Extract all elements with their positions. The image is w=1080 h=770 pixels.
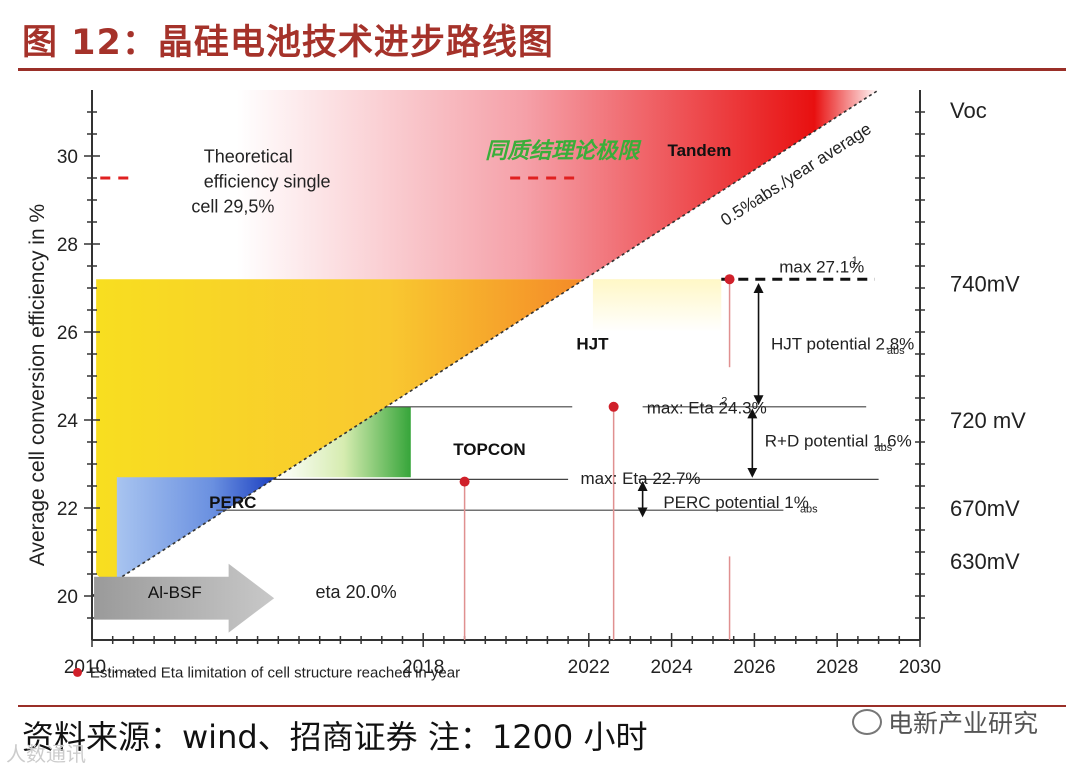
region-perc: [116, 477, 277, 579]
al-bsf-arrow: [94, 563, 275, 633]
right-axis-label: 740mV: [950, 272, 1020, 297]
region-label-perc: PERC: [209, 493, 256, 512]
region-label-tandem: Tandem: [667, 141, 731, 160]
y-tick-label: 20: [57, 587, 78, 608]
x-tick-label: 2022: [568, 657, 610, 678]
rd-potential-sub: abs: [874, 442, 892, 454]
x-tick-label: 2026: [733, 657, 775, 678]
theoretical-label-line: Theoretical: [204, 147, 293, 167]
x-tick-label: 2018: [402, 657, 444, 678]
x-tick-label: 2010……: [64, 657, 144, 678]
bottom-divider: [18, 705, 1066, 707]
watermark: 电新产业研究: [852, 704, 1038, 740]
y-axis-label: Average cell conversion efficiency in %: [26, 204, 49, 566]
limit-point: [459, 476, 470, 487]
region-hjt-highlight: [592, 279, 722, 332]
source-note: 资料来源：wind、招商证券 注：1200 小时: [22, 718, 648, 756]
region-topcon: [276, 406, 411, 478]
homojunction-limit-label: 同质结理论极限: [485, 138, 642, 163]
al-bsf-efficiency-label: eta 20.0%: [316, 582, 397, 602]
x-tick-label: 2030: [899, 657, 941, 678]
limit-point: [724, 274, 735, 285]
y-tick-label: 28: [57, 235, 78, 256]
region-label-al-bsf: Al-BSF: [148, 583, 202, 602]
y-tick-label: 30: [57, 147, 78, 168]
y-tick-label: 24: [57, 411, 79, 432]
hjt-potential-sub: abs: [887, 345, 905, 357]
hjt-potential-label: HJT potential 2.8%: [771, 335, 914, 354]
max-227-label: max: Eta 22.7%: [581, 469, 701, 488]
region-label-topcon: TOPCON: [453, 440, 525, 459]
legend-dot: [73, 667, 83, 677]
limit-point: [608, 401, 619, 412]
legend-note: Estimated Eta limitation of cell structu…: [90, 664, 460, 681]
region-label-hjt: HJT: [576, 335, 609, 354]
max-271-label: max 27.1%: [779, 258, 864, 277]
perc-potential-label: PERC potential 1%: [663, 493, 809, 512]
max-243-footnote: 2: [721, 396, 727, 408]
region-tandem: [236, 90, 879, 280]
theoretical-label-line: cell 29,5%: [191, 197, 274, 217]
figure-title: 图 12：晶硅电池技术进步路线图: [22, 23, 554, 63]
theoretical-label-line: efficiency single: [204, 172, 331, 192]
max-243-label: max: Eta 24.3%: [647, 398, 767, 417]
x-tick-label: 2028: [816, 657, 858, 678]
rd-potential-label: R+D potential 1.6%: [765, 431, 912, 450]
right-axis-label: 720 mV: [950, 408, 1026, 433]
wechat-icon: [852, 709, 882, 735]
watermark-text: 电新产业研究: [888, 709, 1039, 738]
x-tick-label: 2024: [650, 657, 693, 678]
corner-mark: 人数通讯: [6, 742, 86, 766]
perc-potential-sub: abs: [800, 503, 818, 515]
max-271-footnote: 1: [852, 255, 858, 267]
title-divider: [18, 68, 1066, 71]
y-tick-label: 26: [57, 323, 78, 344]
right-axis-label: 670mV: [950, 496, 1020, 521]
right-axis-title: Voc: [950, 98, 987, 123]
y-tick-label: 22: [57, 499, 78, 520]
right-axis-label: 630mV: [950, 549, 1020, 574]
